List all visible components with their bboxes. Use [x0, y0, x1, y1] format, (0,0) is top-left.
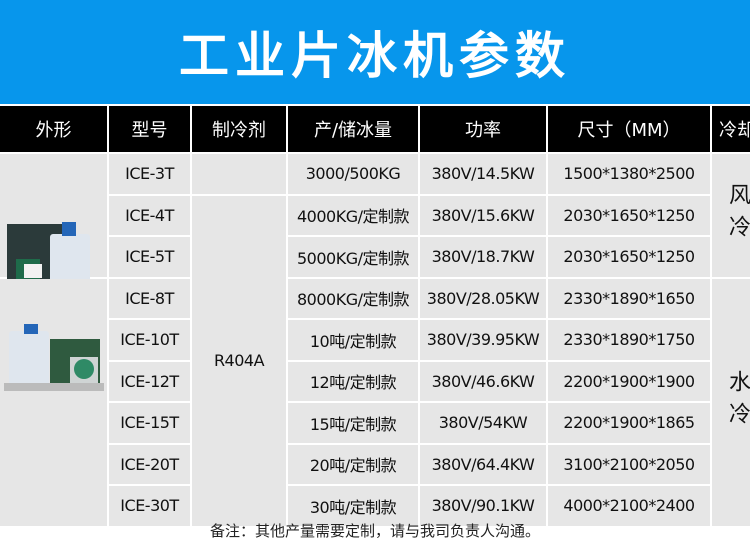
- cell-size: 2200*1900*1865: [548, 403, 710, 443]
- air-cooled-machine-image: [0, 154, 107, 292]
- cell-capacity: 8000KG/定制款: [288, 278, 418, 318]
- cell-size: 2330*1890*1650: [548, 278, 710, 318]
- cell-capacity: 5000KG/定制款: [288, 237, 418, 277]
- cell-size: 2330*1890*1750: [548, 320, 710, 360]
- header-refrigerant: 制冷剂: [192, 106, 286, 152]
- water-cooled-machine-image: [0, 278, 107, 526]
- cell-size: 3100*2100*2050: [548, 444, 710, 484]
- cell-power: 380V/39.95KW: [420, 320, 546, 360]
- refrigerant-cell: R404A: [192, 195, 286, 526]
- cell-power: 380V/46.6KW: [420, 361, 546, 401]
- page-title: 工业片冰机参数: [179, 27, 571, 85]
- cell-capacity: 4000KG/定制款: [288, 195, 418, 235]
- spec-table: 外形 型号 制冷剂 产/储冰量 功率 尺寸（MM） 冷却 R404A 风冷 水冷…: [0, 106, 750, 526]
- header-power: 功率: [420, 106, 546, 152]
- cell-model: ICE-4T: [109, 195, 190, 235]
- cell-capacity: 20吨/定制款: [288, 444, 418, 484]
- cell-model: ICE-12T: [109, 361, 190, 401]
- cell-model: ICE-20T: [109, 444, 190, 484]
- header-appearance: 外形: [0, 106, 107, 152]
- cell-power: 380V/15.6KW: [420, 195, 546, 235]
- cell-power: 380V/54KW: [420, 403, 546, 443]
- cell-power: 380V/90.1KW: [420, 486, 546, 526]
- cell-model: ICE-15T: [109, 403, 190, 443]
- header-cooling: 冷却: [712, 106, 750, 152]
- cell-model: ICE-3T: [109, 154, 190, 194]
- title-banner: 工业片冰机参数: [0, 0, 750, 104]
- cell-power: 380V/14.5KW: [420, 154, 546, 194]
- cell-model: ICE-8T: [109, 278, 190, 318]
- cooling-water: 水冷: [712, 278, 750, 526]
- cell-model: ICE-10T: [109, 320, 190, 360]
- cooling-air: 风冷: [712, 154, 750, 277]
- refrigerant-empty-cell: [192, 154, 286, 194]
- cell-size: 1500*1380*2500: [548, 154, 710, 194]
- footnote: 备注：其他产量需要定制，请与我司负责人沟通。: [209, 522, 540, 540]
- cell-size: 2030*1650*1250: [548, 237, 710, 277]
- header-size: 尺寸（MM）: [548, 106, 710, 152]
- cell-model: ICE-5T: [109, 237, 190, 277]
- cell-power: 380V/64.4KW: [420, 444, 546, 484]
- cell-size: 2200*1900*1900: [548, 361, 710, 401]
- cell-capacity: 15吨/定制款: [288, 403, 418, 443]
- cell-size: 4000*2100*2400: [548, 486, 710, 526]
- cell-power: 380V/18.7KW: [420, 237, 546, 277]
- cell-capacity: 12吨/定制款: [288, 361, 418, 401]
- cell-size: 2030*1650*1250: [548, 195, 710, 235]
- cell-capacity: 30吨/定制款: [288, 486, 418, 526]
- cell-power: 380V/28.05KW: [420, 278, 546, 318]
- cell-capacity: 10吨/定制款: [288, 320, 418, 360]
- header-model: 型号: [109, 106, 190, 152]
- header-capacity: 产/储冰量: [288, 106, 418, 152]
- cell-model: ICE-30T: [109, 486, 190, 526]
- cell-capacity: 3000/500KG: [288, 154, 418, 194]
